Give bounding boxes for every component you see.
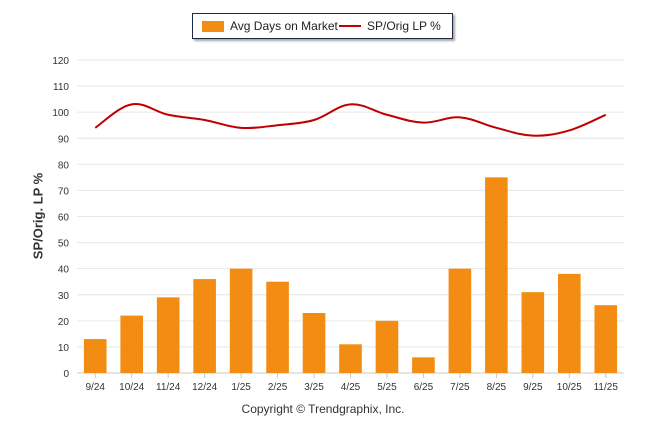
x-tick-label: 11/25 [594,382,619,393]
bar-9-25 [521,292,545,373]
legend: Avg Days on Market SP/Orig LP % [192,13,453,39]
x-tick-label: 8/25 [487,382,507,393]
bar-5-25 [375,320,399,373]
y-tick-label: 100 [52,108,69,119]
y-tick-label: 70 [58,186,70,197]
legend-item-line: SP/Orig LP % [339,14,441,38]
y-tick-label: 110 [53,82,69,93]
y-tick-label: 0 [63,369,69,380]
y-tick-label: 60 [58,213,70,224]
x-tick-label: 11/24 [156,382,181,393]
x-tick-label: 10/25 [557,382,582,393]
x-tick-label: 1/25 [231,382,251,393]
legend-line-label: SP/Orig LP % [367,19,441,33]
y-tick-label: 10 [58,343,70,354]
legend-item-bar: Avg Days on Market [202,14,338,38]
y-tick-label: 30 [58,291,70,302]
bar-3-25 [302,313,326,373]
bar-2-25 [266,281,289,373]
y-tick-label: 40 [58,265,70,276]
bar-12-24 [193,279,216,373]
x-tick-label: 10/24 [119,382,144,393]
x-tick-label: 9/25 [523,382,543,393]
bar-8-25 [485,177,508,373]
x-tick-label: 5/25 [377,382,397,393]
bar-9-24 [83,339,107,373]
line-sp-orig-lp [94,103,607,137]
legend-bar-swatch [202,20,224,32]
x-tick-label: 4/25 [341,382,361,393]
legend-bar-label: Avg Days on Market [230,19,338,33]
bar-11-24 [156,297,180,373]
y-tick-label: 90 [58,134,70,145]
legend-line-swatch [339,25,361,27]
bar-10-25 [557,273,581,373]
copyright-footer: Copyright © Trendgraphix, Inc. [241,402,405,416]
bar-1-25 [229,268,253,373]
x-tick-label: 3/25 [304,382,324,393]
bar-7-25 [448,268,472,373]
bar-6-25 [412,357,435,373]
y-tick-label: 20 [58,317,70,328]
x-tick-label: 12/24 [192,382,217,393]
bar-4-25 [339,344,362,373]
y-tick-label: 80 [58,160,70,171]
x-tick-label: 6/25 [414,382,434,393]
y-tick-label: 50 [58,239,70,250]
x-tick-label: 7/25 [450,382,470,393]
bar-11-25 [594,305,618,373]
y-tick-label: 120 [52,56,69,67]
x-tick-label: 2/25 [268,382,288,393]
bar-10-24 [120,315,144,373]
x-tick-label: 9/24 [85,382,105,393]
